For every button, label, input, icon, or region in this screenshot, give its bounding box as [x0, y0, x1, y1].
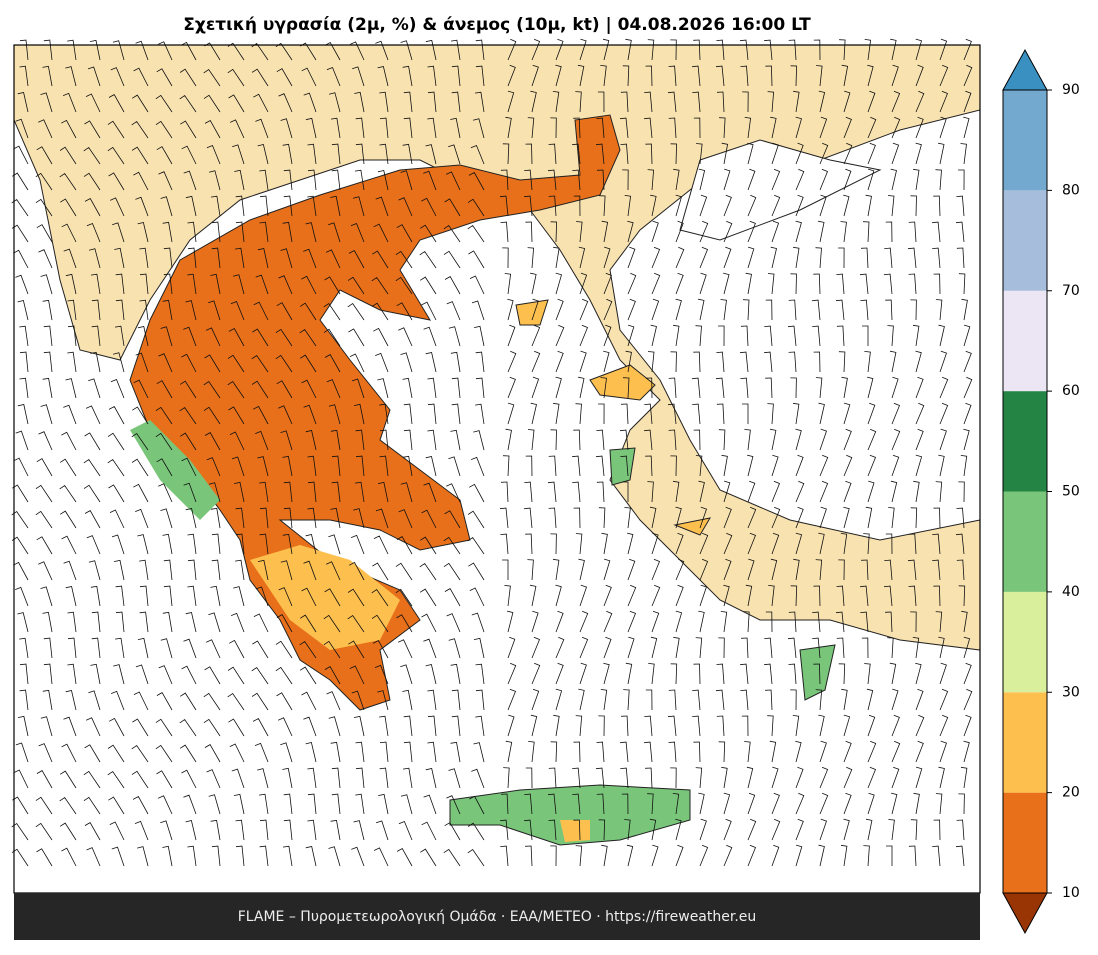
- colorbar-segment: [1003, 792, 1047, 893]
- colorbar-segment: [1003, 591, 1047, 693]
- colorbar-over: [1002, 48, 1048, 91]
- barb-field: [11, 38, 973, 867]
- colorbar-segment: [1003, 290, 1047, 392]
- chios: [609, 447, 636, 486]
- colorbar-segment: [1003, 692, 1047, 793]
- lesvos: [589, 364, 656, 401]
- colorbar-tick-label: 30: [1062, 684, 1080, 700]
- colorbar-tick-label: 50: [1062, 484, 1080, 500]
- colorbar-tick-label: 10: [1062, 885, 1080, 901]
- colorbar-under: [1002, 892, 1048, 935]
- wind-barbs: [11, 38, 973, 867]
- marmara-sea: [679, 139, 882, 241]
- crete: [449, 784, 691, 846]
- colorbar-tick-label: 70: [1062, 283, 1080, 299]
- crete-dry: [560, 820, 590, 842]
- peloponnese-dry: [250, 545, 400, 650]
- colorbar-segment: [1003, 391, 1047, 492]
- colorbar-segment: [1003, 190, 1047, 291]
- map-title: Σχετική υγρασία (2μ, %) & άνεμος (10μ, k…: [183, 15, 811, 35]
- west-coast-humid: [130, 420, 220, 520]
- colorbar-tick-label: 90: [1062, 82, 1080, 98]
- colorbar-tick-label: 80: [1062, 182, 1080, 198]
- colorbar-tick-label: 20: [1062, 785, 1080, 801]
- colorbar-tick-label: 60: [1062, 383, 1080, 399]
- colorbar-tick-label: 40: [1062, 584, 1080, 600]
- map: [11, 38, 981, 894]
- lemnos: [515, 299, 549, 326]
- footer-bar: [14, 893, 980, 940]
- colorbar: 10 20 30 40 50 60 70 80 90: [1002, 48, 1080, 935]
- footer-text: FLAME – Πυρομετεωρολογική Ομάδα · ΕΑΑ/ME…: [238, 909, 757, 925]
- colorbar-segment: [1003, 90, 1047, 191]
- rhodes: [799, 644, 836, 701]
- samos: [673, 517, 711, 536]
- colorbar-segment: [1003, 491, 1047, 592]
